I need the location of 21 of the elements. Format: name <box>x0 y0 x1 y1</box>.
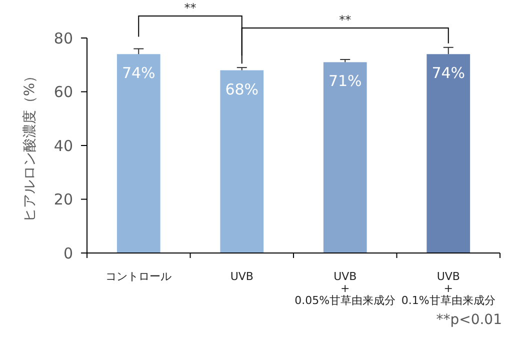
text: **p<0.01 <box>436 312 502 328</box>
y-tick-label: 20 <box>54 190 73 208</box>
bar <box>323 62 367 253</box>
y-tick-label: 40 <box>54 136 73 155</box>
y-tick-label: 80 <box>54 29 73 48</box>
y-tick-label: 60 <box>54 83 73 101</box>
y-axis-title: ヒアルロン酸濃度（%） <box>22 68 38 222</box>
x-tick-label: コントロール <box>106 270 172 283</box>
x-tick-label: UVB <box>230 270 254 283</box>
y-tick-label: 0 <box>63 244 73 262</box>
data-label: 68% <box>225 80 259 98</box>
text: ** <box>339 13 352 27</box>
bar <box>426 54 470 253</box>
bar <box>220 70 264 253</box>
bar <box>116 54 160 253</box>
x-tick-label: UVB + 0.05%甘草由来成分 <box>294 270 396 307</box>
text: ** <box>184 1 196 15</box>
data-label: 71% <box>328 72 362 90</box>
data-label: 74% <box>432 64 466 82</box>
x-tick-label: UVB + 0.1%甘草由来成分 <box>401 270 496 307</box>
data-label: 74% <box>122 64 156 82</box>
